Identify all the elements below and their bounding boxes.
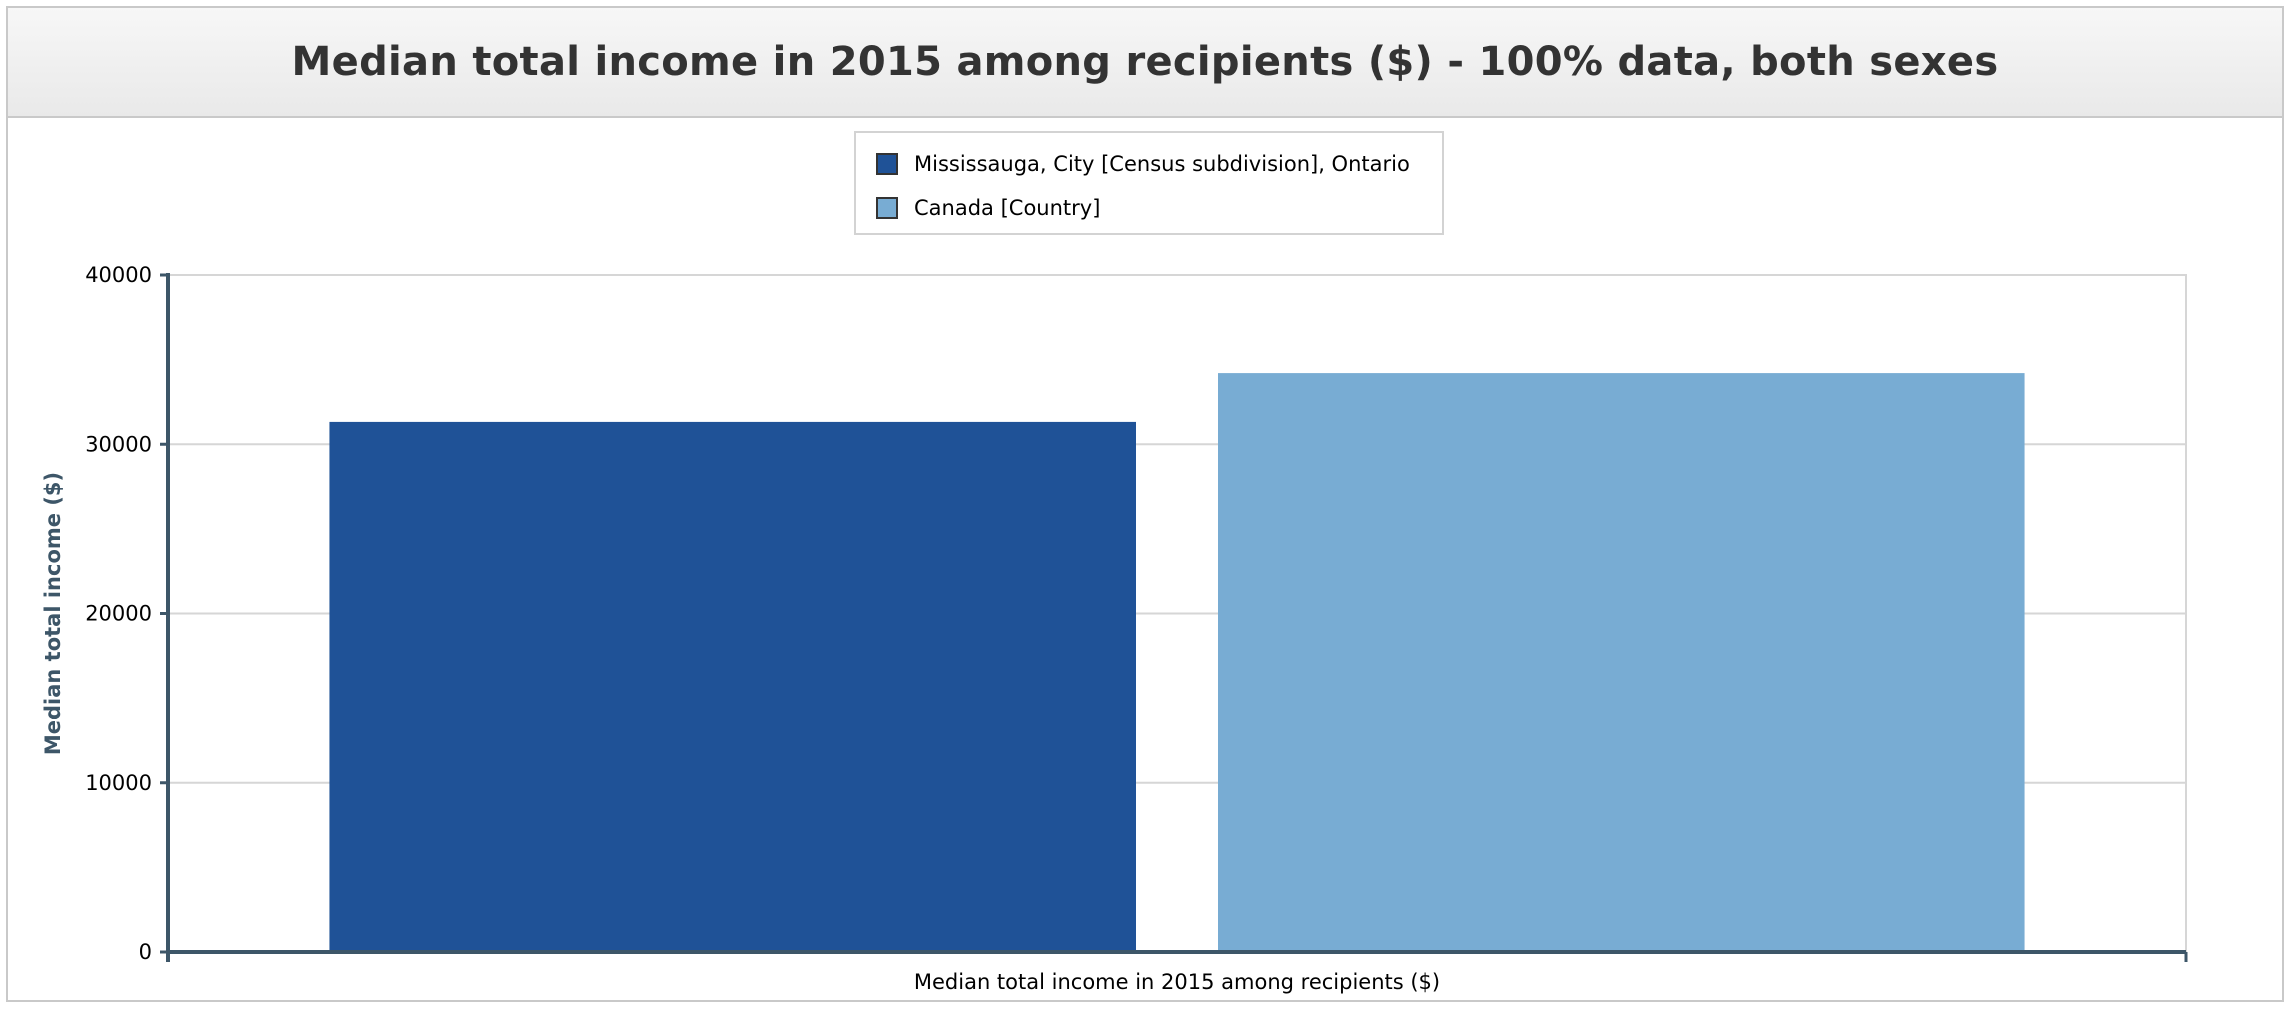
- y-tick-label-0: 0: [139, 940, 152, 964]
- y-tick-label-20000: 20000: [85, 602, 152, 626]
- y-tick-label-10000: 10000: [85, 771, 152, 795]
- y-tick-label-30000: 30000: [85, 432, 152, 456]
- y-tick-label-40000: 40000: [85, 263, 152, 287]
- legend-label-canada: Canada [Country]: [914, 196, 1101, 220]
- chart-title: Median total income in 2015 among recipi…: [291, 39, 1999, 85]
- bar-mississauga[interactable]: [329, 421, 1136, 952]
- title-bar: Median total income in 2015 among recipi…: [8, 8, 2282, 118]
- legend-label-mississauga: Mississauga, City [Census subdivision], …: [914, 152, 1410, 176]
- legend-item-canada[interactable]: Canada [Country]: [876, 194, 1100, 222]
- x-axis-label: Median total income in 2015 among recipi…: [914, 970, 1440, 994]
- bar-canada[interactable]: [1218, 373, 2025, 952]
- legend: Mississauga, City [Census subdivision], …: [854, 131, 1444, 235]
- y-axis-title: Median total income ($): [41, 472, 65, 755]
- legend-item-mississauga[interactable]: Mississauga, City [Census subdivision], …: [876, 150, 1410, 178]
- legend-swatch-mississauga: [876, 153, 898, 175]
- legend-swatch-canada: [876, 197, 898, 219]
